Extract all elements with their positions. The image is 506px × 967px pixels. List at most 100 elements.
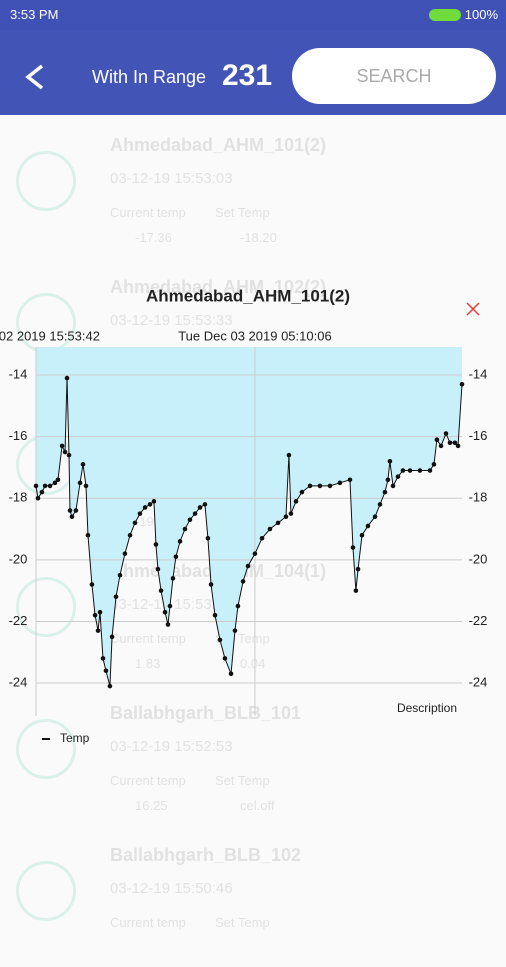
- point: [89, 582, 95, 587]
- point: [400, 468, 406, 473]
- header: With In Range 231 SEARCH: [0, 30, 506, 115]
- back-button[interactable]: [22, 64, 48, 90]
- screen: 3:53 PM 100% With In Range 231 SEARCH Ah…: [0, 0, 506, 930]
- point: [35, 495, 41, 501]
- point: [83, 483, 89, 489]
- item-name: Ballabhgarh_BLB_102: [110, 845, 302, 865]
- point: [452, 440, 458, 446]
- point: [407, 468, 413, 473]
- item-name: Ahmedabad_AHM_102(2): [110, 277, 327, 297]
- point: [202, 502, 208, 507]
- y2-tick-label: -20: [469, 551, 488, 566]
- point: [77, 480, 83, 486]
- point: [443, 431, 449, 436]
- point: [167, 603, 173, 609]
- point: [132, 520, 138, 526]
- item-time: 03-12-19 15:52:53: [110, 738, 233, 755]
- point: [100, 656, 106, 661]
- point: [192, 511, 198, 516]
- point: [359, 532, 365, 538]
- point: [155, 566, 161, 572]
- point: [288, 511, 294, 516]
- item-time: 03-12-19 15:50:46: [110, 880, 233, 897]
- point: [222, 656, 228, 661]
- chart-title: Ahmedabad_AHM_101(2): [146, 286, 350, 305]
- item-name: Ballabhgarh_BLB_101: [110, 703, 302, 723]
- point: [187, 517, 193, 523]
- point: [240, 579, 246, 584]
- close-button[interactable]: [466, 302, 480, 316]
- item-set-label: Set Temp: [215, 773, 270, 788]
- point: [80, 462, 86, 467]
- y2-tick-label: -16: [469, 428, 488, 443]
- range-label: With In Range: [92, 67, 207, 87]
- point: [153, 542, 159, 547]
- point: [151, 499, 157, 504]
- point: [95, 628, 101, 633]
- point: [377, 502, 383, 507]
- point: [107, 683, 113, 689]
- point: [434, 437, 440, 443]
- point: [387, 458, 393, 464]
- point: [42, 483, 48, 489]
- point: [447, 440, 453, 446]
- point: [327, 483, 333, 489]
- list-item[interactable]: Ballabhgarh_BLB_101 03-12-19 15:52:53 Curr…: [0, 683, 506, 825]
- y-tick-label: -20: [9, 551, 28, 566]
- point: [390, 483, 396, 489]
- point: [103, 668, 109, 674]
- area: [36, 347, 462, 687]
- y2-tick-label: -18: [469, 490, 488, 505]
- point: [66, 452, 72, 458]
- point: [307, 483, 313, 489]
- point: [127, 532, 133, 538]
- point: [55, 477, 61, 483]
- chart: Ahmedabad_AHM_101(2) Description -14 -14 -…: [0, 286, 488, 745]
- point: [232, 628, 238, 633]
- item-set: cel.off: [240, 798, 275, 813]
- point: [431, 462, 437, 467]
- point: [347, 477, 353, 483]
- gauge-icon: [16, 577, 76, 637]
- battery: 100%: [464, 7, 498, 22]
- point: [64, 375, 70, 381]
- point: [182, 526, 188, 532]
- item-time: 03-12-19 15:53:33: [110, 312, 233, 329]
- item-current-label: Current temp: [110, 915, 186, 930]
- point: [162, 609, 168, 615]
- point: [59, 443, 65, 449]
- point: [455, 443, 461, 449]
- point: [275, 520, 281, 526]
- point: [113, 594, 119, 600]
- point: [293, 499, 299, 504]
- y-tick-label: -16: [9, 428, 28, 443]
- item-current: 16.25: [135, 798, 168, 813]
- point: [197, 505, 203, 510]
- point: [73, 508, 79, 513]
- y-tick-label: -22: [9, 613, 28, 628]
- point: [158, 588, 164, 593]
- point: [97, 609, 103, 615]
- point: [395, 474, 401, 479]
- list-item[interactable]: Ahmedabad_AHM_101(2) 03-12-19 15:53:03 Cur…: [0, 115, 506, 257]
- search-button[interactable]: SEARCH: [292, 48, 496, 104]
- range-count: 231: [222, 59, 273, 92]
- point: [165, 622, 171, 627]
- point: [170, 576, 176, 581]
- legend-label: Temp: [60, 731, 90, 745]
- y-tick-label: -18: [9, 490, 28, 505]
- point: [283, 514, 289, 520]
- point: [337, 480, 343, 486]
- point: [117, 572, 123, 578]
- point: [212, 612, 218, 618]
- chart-description: Description: [397, 701, 457, 715]
- battery-icon: [429, 9, 461, 21]
- point: [69, 514, 75, 520]
- gauge-icon: [16, 151, 76, 211]
- point: [427, 468, 433, 473]
- item-current: -17.36: [135, 230, 172, 245]
- gauge-icon: [16, 719, 76, 779]
- y2-tick-label: -14: [469, 366, 488, 381]
- item-current-label: Current temp: [110, 631, 186, 646]
- y-tick-label: -14: [9, 366, 28, 381]
